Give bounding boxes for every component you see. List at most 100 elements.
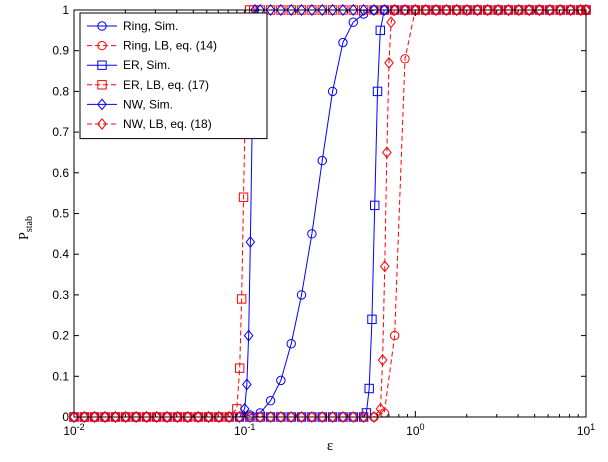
data-point-nw-sim bbox=[276, 4, 286, 16]
legend-label-nw-sim: NW, Sim. bbox=[123, 97, 173, 111]
data-point-nw-lb-eq-18 bbox=[462, 4, 472, 16]
data-point-nw-lb-eq-18 bbox=[472, 4, 483, 16]
data-point-nw-sim bbox=[296, 4, 307, 16]
data-point-ring-sim bbox=[348, 17, 358, 27]
legend-marker-ring-lb-eq-14 bbox=[97, 40, 107, 51]
data-point-nw-lb-eq-18 bbox=[384, 56, 394, 69]
legend: Ring, Sim. Ring, LB, eq. (14) ER, Sim. ER, … bbox=[79, 12, 268, 140]
data-point-nw-lb-eq-18 bbox=[89, 411, 100, 423]
data-point-nw-lb-eq-18 bbox=[141, 411, 152, 423]
data-point-nw-lb-eq-18 bbox=[482, 4, 493, 16]
y-tick-label: 0.6 bbox=[52, 166, 69, 180]
data-point-nw-lb-eq-18 bbox=[555, 4, 565, 16]
data-point-ring-sim bbox=[338, 37, 348, 48]
data-point-nw-lb-eq-18 bbox=[172, 411, 183, 423]
legend-marker-ring-sim bbox=[97, 21, 107, 31]
data-point-nw-lb-eq-18 bbox=[255, 411, 266, 423]
y-tick-label: 0.4 bbox=[52, 247, 69, 261]
data-point-nw-lb-eq-18 bbox=[400, 4, 410, 16]
data-point-ring-lb-eq-14 bbox=[389, 330, 400, 341]
data-point-ring-sim bbox=[307, 229, 317, 239]
data-point-nw-lb-eq-18 bbox=[193, 411, 204, 423]
data-point-nw-lb-eq-18 bbox=[214, 411, 224, 423]
x-tick-label: 10-1 bbox=[234, 422, 255, 438]
data-point-nw-lb-eq-18 bbox=[286, 411, 297, 423]
data-point-er-sim bbox=[364, 383, 374, 394]
data-point-nw-lb-eq-18 bbox=[317, 411, 328, 423]
data-point-nw-lb-eq-18 bbox=[565, 4, 576, 16]
data-point-nw-lb-eq-18 bbox=[245, 411, 255, 423]
data-point-nw-lb-eq-18 bbox=[451, 4, 462, 16]
x-axis-label: ε bbox=[327, 438, 333, 454]
data-point-nw-sim bbox=[286, 4, 297, 16]
y-tick-label: 0.2 bbox=[52, 329, 69, 343]
data-point-ring-sim bbox=[286, 339, 296, 349]
data-point-ring-lb-eq-14 bbox=[400, 54, 410, 64]
data-point-nw-lb-eq-18 bbox=[203, 411, 214, 423]
data-point-nw-lb-eq-18 bbox=[162, 411, 172, 423]
legend-item-nw-sim: NW, Sim. bbox=[87, 97, 173, 111]
legend-item-ring-sim: Ring, Sim. bbox=[87, 19, 178, 33]
legend-item-ring-lb-eq-14: Ring, LB, eq. (14) bbox=[87, 39, 217, 53]
data-point-nw-lb-eq-18 bbox=[379, 260, 390, 273]
data-point-nw-lb-eq-18 bbox=[338, 411, 348, 423]
data-point-nw-lb-eq-18 bbox=[441, 4, 452, 16]
legend-marker-er-sim bbox=[97, 60, 107, 70]
x-tick-label: 10-2 bbox=[63, 422, 84, 438]
data-point-nw-lb-eq-18 bbox=[386, 16, 396, 29]
data-point-nw-sim bbox=[348, 4, 359, 16]
data-point-nw-lb-eq-18 bbox=[265, 411, 276, 423]
data-point-nw-lb-eq-18 bbox=[327, 411, 338, 423]
data-point-nw-sim bbox=[243, 329, 254, 342]
data-point-nw-lb-eq-18 bbox=[69, 411, 79, 423]
data-point-nw-lb-eq-18 bbox=[544, 4, 555, 16]
data-point-nw-lb-eq-18 bbox=[431, 4, 441, 16]
legend-label-nw-lb-eq-18: NW, LB, eq. (18) bbox=[123, 117, 212, 131]
data-point-er-lb-eq-17 bbox=[236, 294, 247, 304]
data-point-nw-lb-eq-18 bbox=[307, 411, 317, 423]
y-tick-label: 0.1 bbox=[52, 369, 69, 383]
data-point-ring-sim bbox=[317, 155, 327, 166]
ticks-layer: 0 0.1 0.2 0.3 0.4 0.5 0.6 0.7 0.8 0.9 1 10-2 10-1 100… bbox=[52, 3, 595, 438]
data-point-nw-lb-eq-18 bbox=[100, 411, 110, 423]
plot-frame bbox=[73, 9, 587, 418]
data-point-nw-lb-eq-18 bbox=[382, 146, 392, 159]
legend-label-er-lb-eq-17: ER, LB, eq. (17) bbox=[123, 78, 209, 92]
x-tick-label: 101 bbox=[577, 422, 595, 438]
legend-box bbox=[79, 12, 268, 140]
data-point-nw-lb-eq-18 bbox=[276, 411, 286, 423]
data-point-er-sim bbox=[370, 200, 380, 211]
data-point-nw-lb-eq-18 bbox=[131, 411, 141, 423]
data-point-er-sim bbox=[367, 314, 377, 325]
data-point-nw-sim bbox=[265, 4, 276, 16]
data-point-nw-lb-eq-18 bbox=[524, 4, 534, 16]
data-point-nw-sim bbox=[242, 378, 252, 391]
data-point-nw-lb-eq-18 bbox=[182, 411, 193, 423]
y-axis-label: Pstab bbox=[17, 216, 35, 240]
y-axis-label-main: P bbox=[17, 232, 32, 240]
data-point-nw-sim bbox=[317, 4, 328, 16]
legend-label-ring-sim: Ring, Sim. bbox=[123, 19, 178, 33]
y-tick-label: 0 bbox=[62, 410, 69, 424]
y-tick-label: 0.8 bbox=[52, 84, 69, 98]
y-axis-label-subscript: stab bbox=[24, 216, 35, 232]
data-point-nw-lb-eq-18 bbox=[151, 411, 162, 423]
legend-item-er-lb-eq-17: ER, LB, eq. (17) bbox=[87, 78, 209, 92]
data-point-nw-lb-eq-18 bbox=[389, 4, 400, 16]
y-tick-label: 0.7 bbox=[52, 125, 69, 139]
legend-marker-nw-sim bbox=[97, 98, 107, 111]
legend-marker-nw-lb-eq-18 bbox=[97, 118, 107, 130]
y-tick-label: 0.5 bbox=[52, 207, 69, 221]
data-point-nw-lb-eq-18 bbox=[110, 411, 121, 423]
data-point-nw-sim bbox=[307, 4, 317, 16]
data-point-nw-lb-eq-18 bbox=[377, 354, 388, 367]
legend-item-er-sim: ER, Sim. bbox=[87, 58, 170, 72]
data-point-nw-lb-eq-18 bbox=[503, 4, 514, 16]
data-point-nw-lb-eq-18 bbox=[420, 4, 431, 16]
data-point-ring-sim bbox=[276, 375, 286, 386]
data-point-nw-sim bbox=[338, 4, 348, 16]
data-point-nw-sim bbox=[369, 4, 379, 16]
data-point-nw-sim bbox=[379, 4, 390, 16]
